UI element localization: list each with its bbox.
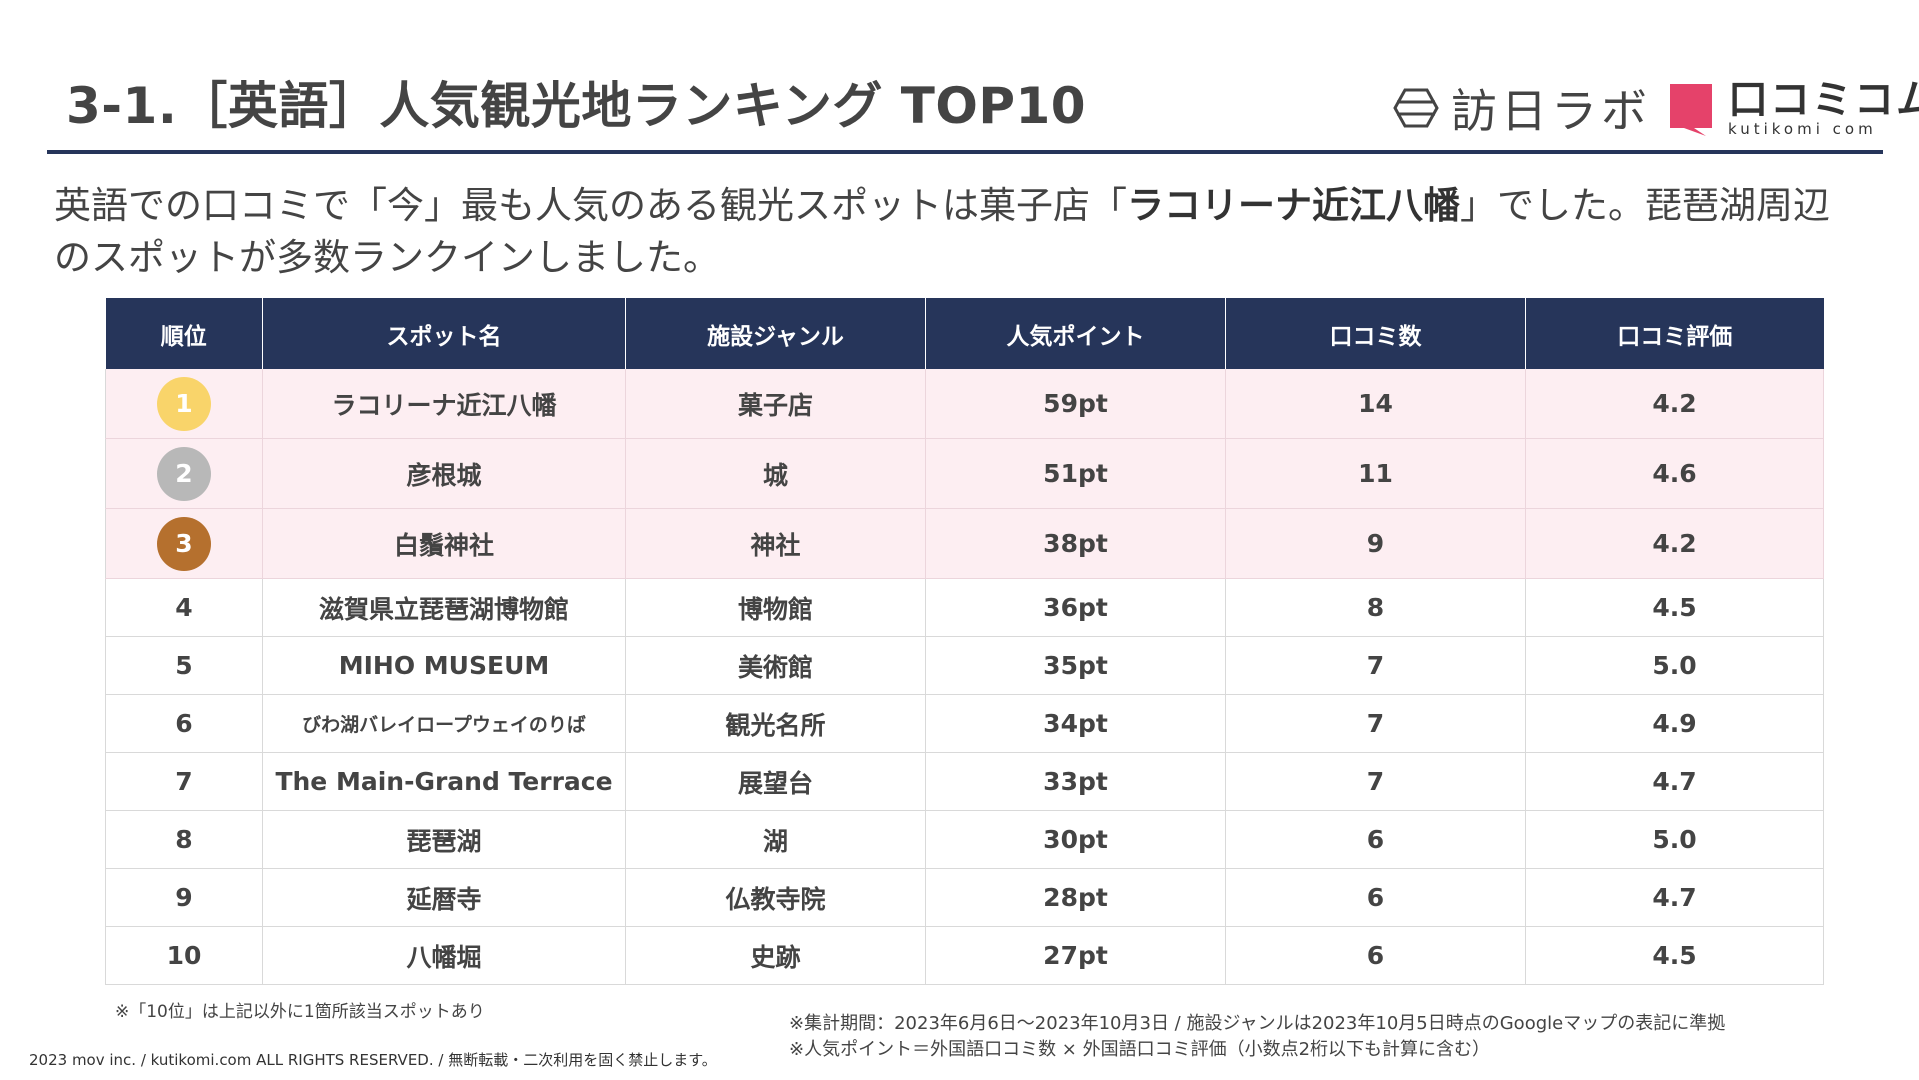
kutikomi-logo: 口コミコム kutikomi com (1666, 80, 1919, 138)
hoji-lab-logo-text: 訪日ラボ (1451, 84, 1651, 138)
spot-name-cell: 琵琶湖 (262, 810, 626, 869)
genre-cell: 湖 (625, 810, 926, 869)
rank-cell: 1 (105, 369, 263, 439)
table-row: 9 延暦寺 仏教寺院 28pt 6 4.7 (105, 868, 1824, 927)
points-cell: 30pt (925, 810, 1226, 869)
table-row: 1 ラコリーナ近江八幡 菓子店 59pt 14 4.2 (105, 369, 1824, 439)
copyright-text: 2023 mov inc. / kutikomi.com ALL RIGHTS … (29, 1051, 717, 1069)
rank-cell: 10 (105, 926, 263, 985)
rank-cell: 2 (105, 438, 263, 509)
review-count-cell: 7 (1225, 752, 1526, 811)
genre-cell: 神社 (625, 508, 926, 579)
points-cell: 28pt (925, 868, 1226, 927)
review-rating-cell: 5.0 (1525, 636, 1824, 695)
review-count-cell: 8 (1225, 578, 1526, 637)
silver-medal-badge: 2 (157, 446, 211, 501)
points-cell: 35pt (925, 636, 1226, 695)
review-count-cell: 7 (1225, 636, 1526, 695)
rank-cell: 9 (105, 868, 263, 927)
genre-cell: 美術館 (625, 636, 926, 695)
ranking-table: 順位 スポット名 施設ジャンル 人気ポイント 口コミ数 口コミ評価 1 ラコリー… (105, 298, 1824, 985)
spot-name-cell: 八幡堀 (262, 926, 626, 985)
hoji-lab-logo: 訪日ラボ (1393, 82, 1651, 138)
review-count-cell: 6 (1225, 926, 1526, 985)
review-rating-cell: 4.7 (1525, 752, 1824, 811)
header-genre: 施設ジャンル (625, 298, 926, 369)
review-count-cell: 6 (1225, 810, 1526, 869)
header-review-count: 口コミ数 (1225, 298, 1526, 369)
table-row: 8 琵琶湖 湖 30pt 6 5.0 (105, 810, 1824, 869)
points-cell: 38pt (925, 508, 1226, 579)
formula-note: ※人気ポイント＝外国語口コミ数 × 外国語口コミ評価（小数点2桁以下も計算に含む… (789, 1039, 1491, 1060)
genre-cell: 城 (625, 438, 926, 509)
table-row: 10 八幡堀 史跡 27pt 6 4.5 (105, 926, 1824, 985)
spot-name-cell: 滋賀県立琵琶湖博物館 (262, 578, 626, 637)
genre-cell: 博物館 (625, 578, 926, 637)
review-count-cell: 6 (1225, 868, 1526, 927)
review-count-cell: 14 (1225, 369, 1526, 439)
spot-name-cell: 彦根城 (262, 438, 626, 509)
spot-name-cell: MIHO MUSEUM (262, 636, 626, 695)
table-row: 2 彦根城 城 51pt 11 4.6 (105, 438, 1824, 509)
genre-cell: 観光名所 (625, 694, 926, 753)
lead-text-part1: 英語での口コミで「今」最も人気のある観光スポットは菓子店「 (54, 184, 1127, 227)
kutikomi-logo-text: 口コミコム (1728, 77, 1919, 123)
title-divider (47, 150, 1883, 154)
rank-cell: 6 (105, 694, 263, 753)
rank-footnote: ※「10位」は上記以外に1箇所該当スポットあり (115, 1002, 485, 1022)
table-row: 7 The Main-Grand Terrace 展望台 33pt 7 4.7 (105, 752, 1824, 811)
genre-cell: 史跡 (625, 926, 926, 985)
kutikomi-logo-subtext: kutikomi com (1728, 120, 1877, 138)
hexagon-logo-icon (1393, 88, 1439, 128)
review-count-cell: 11 (1225, 438, 1526, 509)
review-count-cell: 9 (1225, 508, 1526, 579)
review-rating-cell: 4.7 (1525, 868, 1824, 927)
points-cell: 34pt (925, 694, 1226, 753)
genre-cell: 仏教寺院 (625, 868, 926, 927)
genre-cell: 菓子店 (625, 369, 926, 439)
gold-medal-badge: 1 (157, 376, 211, 431)
points-cell: 27pt (925, 926, 1226, 985)
spot-name-cell: びわ湖バレイロープウェイのりば (262, 694, 626, 753)
review-rating-cell: 4.5 (1525, 926, 1824, 985)
bronze-medal-badge: 3 (157, 516, 211, 571)
review-rating-cell: 4.9 (1525, 694, 1824, 753)
rank-cell: 8 (105, 810, 263, 869)
review-rating-cell: 5.0 (1525, 810, 1824, 869)
spot-name-cell: ラコリーナ近江八幡 (262, 369, 626, 439)
points-cell: 33pt (925, 752, 1226, 811)
page-title: 3-1.［英語］人気観光地ランキング TOP10 (66, 77, 1087, 135)
table-row: 6 びわ湖バレイロープウェイのりば 観光名所 34pt 7 4.9 (105, 694, 1824, 753)
speech-bubble-logo-icon (1670, 84, 1712, 136)
review-rating-cell: 4.6 (1525, 438, 1824, 509)
review-rating-cell: 4.5 (1525, 578, 1824, 637)
review-rating-cell: 4.2 (1525, 369, 1824, 439)
rank-cell: 5 (105, 636, 263, 695)
lead-text-part2: 」でした。琵琶湖周辺のスポットが多数ランクインしました。 (54, 184, 1830, 279)
table-row: 3 白鬚神社 神社 38pt 9 4.2 (105, 508, 1824, 579)
points-cell: 51pt (925, 438, 1226, 509)
header-rank: 順位 (105, 298, 263, 369)
spot-name-cell: 延暦寺 (262, 868, 626, 927)
methodology-notes: ※集計期間：2023年6月6日～2023年10月3日 / 施設ジャンルは2023… (789, 1011, 1725, 1063)
review-count-cell: 7 (1225, 694, 1526, 753)
period-note: ※集計期間：2023年6月6日～2023年10月3日 / 施設ジャンルは2023… (789, 1013, 1726, 1034)
points-cell: 59pt (925, 369, 1226, 439)
points-cell: 36pt (925, 578, 1226, 637)
table-row: 4 滋賀県立琵琶湖博物館 博物館 36pt 8 4.5 (105, 578, 1824, 637)
lead-text-highlight: ラコリーナ近江八幡 (1127, 184, 1460, 227)
spot-name-cell: 白鬚神社 (262, 508, 626, 579)
table-row: 5 MIHO MUSEUM 美術館 35pt 7 5.0 (105, 636, 1824, 695)
lead-text: 英語での口コミで「今」最も人気のある観光スポットは菓子店「ラコリーナ近江八幡」で… (54, 180, 1854, 284)
header-spot-name: スポット名 (262, 298, 626, 369)
rank-cell: 3 (105, 508, 263, 579)
rank-cell: 4 (105, 578, 263, 637)
header-review-rating: 口コミ評価 (1525, 298, 1824, 369)
rank-cell: 7 (105, 752, 263, 811)
header-points: 人気ポイント (925, 298, 1226, 369)
genre-cell: 展望台 (625, 752, 926, 811)
review-rating-cell: 4.2 (1525, 508, 1824, 579)
table-header-row: 順位 スポット名 施設ジャンル 人気ポイント 口コミ数 口コミ評価 (105, 298, 1824, 369)
spot-name-cell: The Main-Grand Terrace (262, 752, 626, 811)
